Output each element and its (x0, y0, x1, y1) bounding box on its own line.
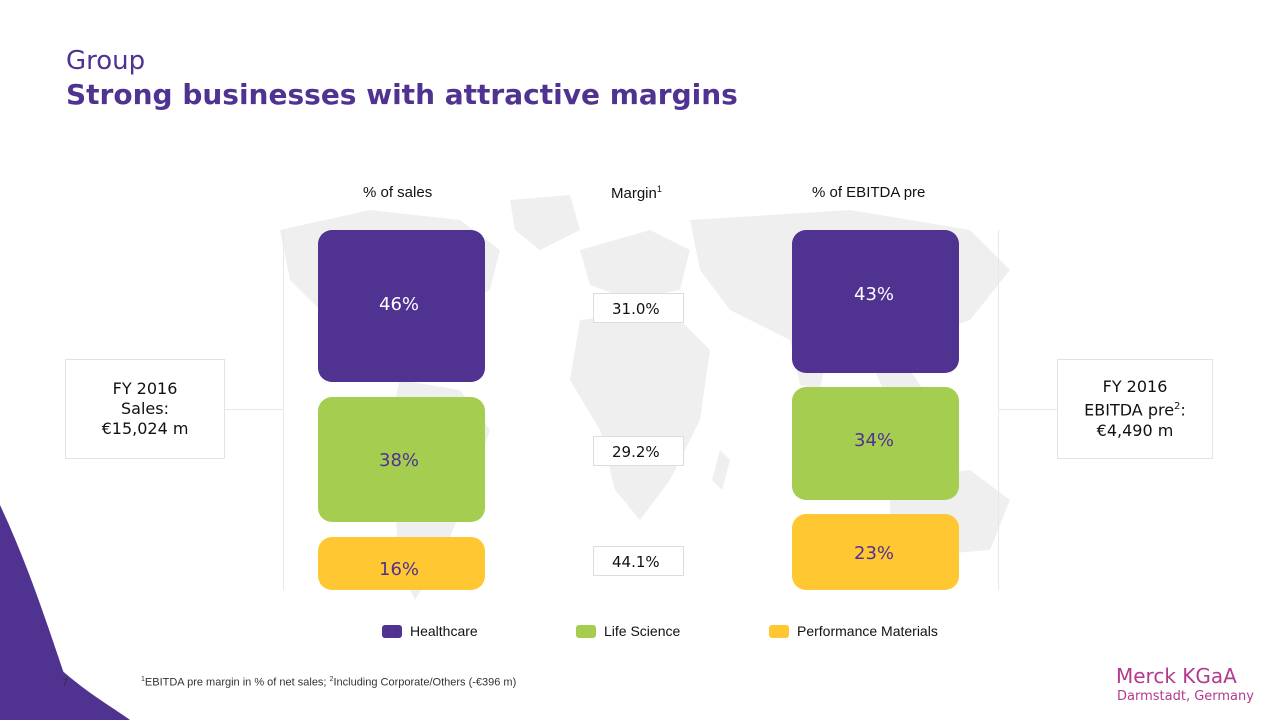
legend-label: Life Science (604, 623, 681, 639)
legend-item-life-science: Life Science (576, 623, 680, 639)
sales-info-label: Sales: (121, 399, 169, 418)
slide-title: Strong businesses with attractive margin… (66, 78, 738, 111)
footnote: 1EBITDA pre margin in % of net sales; 2I… (141, 676, 516, 689)
ebitda-label-life-science: 34% (854, 430, 895, 451)
footnote-text-2: Including Corporate/Others (-€396 m) (333, 676, 517, 689)
ebitda-info-colon: : (1180, 400, 1186, 420)
sales-info-box: FY 2016 Sales: €15,024 m (65, 359, 225, 459)
slide-kicker: Group (66, 46, 146, 76)
sales-block-life-science: 38% (318, 397, 485, 522)
legend-label: Performance Materials (797, 623, 938, 639)
margin-header-footnote-mark: 1 (656, 184, 662, 194)
sales-label-life-science: 38% (379, 450, 420, 471)
legend-swatch (382, 624, 402, 638)
legend-swatch (576, 624, 596, 638)
ebitda-label-performance-materials: 23% (854, 543, 895, 564)
right-vertical-guide (998, 230, 999, 590)
left-connector-line (224, 409, 284, 410)
margin-value-performance-materials: 44.1% (593, 546, 684, 576)
margin-column-header: Margin1 (611, 184, 662, 202)
sales-info-year: FY 2016 (112, 379, 178, 398)
sales-info-value: €15,024 m (101, 419, 189, 438)
ebitda-info-label: EBITDA pre2: (1084, 397, 1186, 420)
sales-label-performance-materials: 16% (379, 559, 420, 580)
right-connector-line (998, 409, 1058, 410)
ebitda-block-performance-materials: 23% (792, 514, 959, 590)
legend-item-performance-materials: Performance Materials (769, 623, 938, 639)
margin-value-healthcare: 31.0% (593, 293, 684, 323)
ebitda-info-year: FY 2016 (1102, 377, 1168, 397)
legend-item-healthcare: Healthcare (382, 623, 478, 639)
sales-column-header: % of sales (363, 184, 433, 201)
footnote-mark-2: 2 (329, 676, 334, 683)
page-number: 7 (62, 677, 69, 689)
brand-name: Merck KGaA (1116, 664, 1237, 688)
ebitda-info-label-text: EBITDA pre (1084, 400, 1175, 420)
ebitda-info-box: FY 2016 EBITDA pre2: €4,490 m (1057, 359, 1213, 459)
footnote-mark-1: 1 (141, 676, 145, 683)
sales-block-healthcare: 46% (318, 230, 485, 382)
footnote-text-1: EBITDA pre margin in % of net sales; (144, 676, 330, 689)
legend-label: Healthcare (410, 623, 478, 639)
ebitda-block-healthcare: 43% (792, 230, 959, 373)
left-vertical-guide (283, 230, 284, 590)
ebitda-info-footnote-mark: 2 (1174, 401, 1181, 413)
ebitda-block-life-science: 34% (792, 387, 959, 500)
ebitda-label-healthcare: 43% (854, 284, 895, 305)
brand-location: Darmstadt, Germany (1117, 689, 1254, 704)
margin-value-life-science: 29.2% (593, 436, 684, 466)
margin-header-text: Margin (611, 185, 657, 202)
sales-label-healthcare: 46% (379, 294, 420, 315)
ebitda-info-value: €4,490 m (1096, 420, 1174, 440)
legend-swatch (769, 624, 789, 638)
ebitda-column-header: % of EBITDA pre (812, 184, 926, 201)
sales-block-performance-materials: 16% (318, 537, 485, 590)
